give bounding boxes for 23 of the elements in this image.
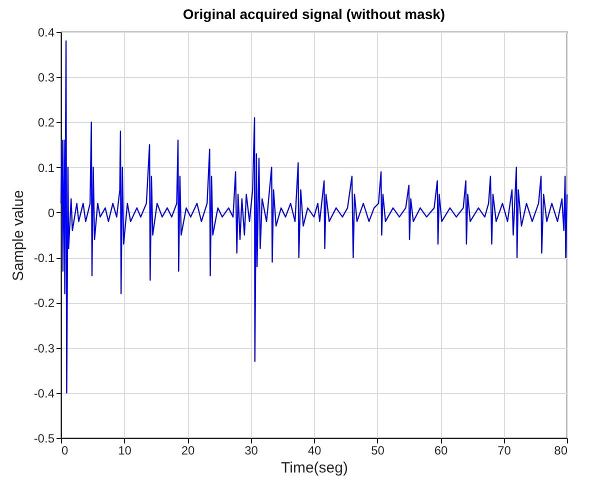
x-tick-label: 30 — [244, 444, 258, 458]
x-tick-label: 20 — [181, 444, 195, 458]
x-tick-label: 10 — [118, 444, 132, 458]
y-tick-label: -0.2 — [34, 296, 55, 310]
y-tick-label: -0.4 — [34, 386, 55, 400]
x-tick-label: 0 — [62, 444, 68, 458]
line-series — [60, 40, 568, 394]
x-axis-title: Time(seg) — [281, 460, 348, 476]
chart-title: Original acquired signal (without mask) — [182, 6, 446, 22]
y-tick-label: 0.3 — [38, 70, 55, 85]
x-tick-label: 70 — [498, 444, 512, 458]
y-tick-label: 0.1 — [38, 160, 55, 175]
y-tick-label: -0.1 — [34, 251, 55, 266]
x-tick-label: 50 — [371, 444, 385, 458]
y-tick-label: 0.2 — [38, 116, 55, 130]
y-tick-label: 0.4 — [38, 26, 55, 40]
y-tick-label: -0.3 — [34, 341, 55, 356]
x-tick-label: 60 — [434, 444, 448, 458]
x-tick-label: 40 — [308, 444, 322, 458]
y-axis-title: Sample value — [10, 190, 27, 281]
y-tick-label: 0 — [48, 206, 55, 220]
y-tick-label: -0.5 — [34, 432, 55, 446]
x-tick-label: 80 — [554, 444, 568, 458]
